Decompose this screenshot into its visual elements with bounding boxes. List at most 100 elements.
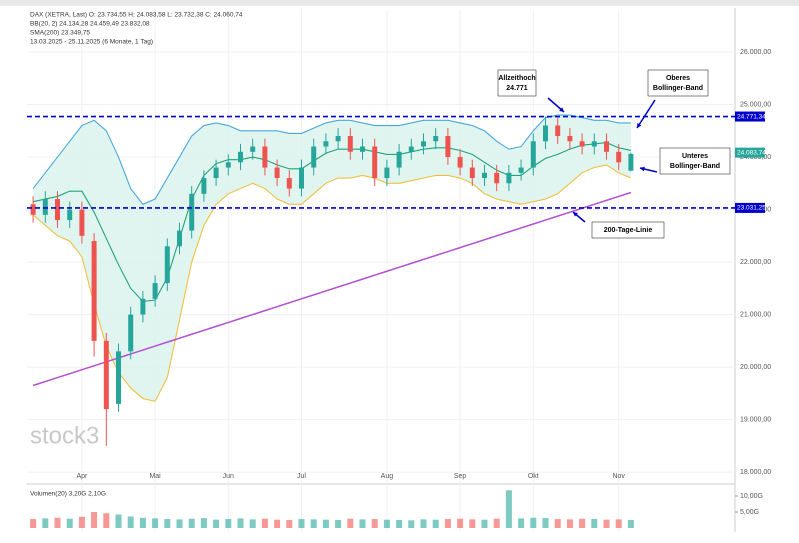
x-tick-label: Aug [381,473,394,480]
volume-bar [127,516,134,528]
volume-bar [383,519,390,528]
volume-bar [152,518,159,528]
volume-bar [591,519,598,528]
annotation-text: Oberes [666,75,690,82]
candle-body [30,204,36,215]
header-line: SMA(200) 23.349,75 [30,30,90,37]
x-tick-label: Sep [454,473,467,480]
volume-bar [103,513,110,528]
candle-body [116,351,121,404]
annotation-box [647,69,709,97]
y-tick-label: 19.000,00 [740,416,771,423]
candle-body [262,146,268,168]
volume-bar [530,517,537,528]
level-label-box [735,111,765,122]
candle-body [360,146,365,152]
candle-body [579,141,585,147]
level-label: 23.031,25 [737,205,766,212]
volume-bar [66,518,73,528]
x-tick-label: Jul [297,473,306,480]
x-tick-label: Okt [528,473,539,480]
candle-body [628,153,634,171]
arrow-head [637,123,642,128]
x-tick-label: Jun [223,473,234,480]
candle-body [591,141,597,147]
candle-body [372,146,378,179]
candle-body [567,136,573,142]
volume-title: Volumen(20) 3,20G 2,10G [30,491,106,498]
candle-body [335,136,341,142]
indicator-line [32,142,632,303]
volume-bar [432,519,439,528]
candle-body [201,178,207,194]
volume-bar [554,519,561,528]
x-tick-label: Apr [76,473,88,480]
volume-bar [225,519,232,528]
volume-bar [200,518,207,528]
annotation-box [497,69,537,97]
candle-body [506,172,512,184]
candle-body [225,162,231,168]
candle-body [299,167,304,189]
candle-body [152,283,158,299]
arrow-head [640,166,645,172]
volume-bar [359,519,366,528]
candle-body [530,141,536,168]
volume-bar [469,519,476,528]
watermark: stock3 [30,422,99,449]
volume-bar [298,519,305,528]
last-price-box [735,147,765,158]
volume-bar [493,518,500,528]
candle-body [103,340,109,410]
candle-body [457,157,463,168]
candle-body [91,241,97,341]
volume-bar [164,519,171,528]
volume-bar [408,520,415,528]
volume-bar [286,520,293,528]
annotation-text: Unteres [682,153,708,160]
indicator-line [32,191,632,387]
candle-body [494,172,500,184]
volume-bar [444,519,451,528]
volume-bar [505,490,512,528]
candle-body [189,193,195,231]
volume-bar [91,512,98,528]
annotation-box [659,147,731,175]
candle-body [323,141,329,147]
arrow-head [573,212,578,217]
level-label: 24.771,34 [737,113,766,120]
volume-bar [420,519,427,528]
candle-body [213,167,219,179]
volume-bar [188,518,195,528]
candle-body [286,178,292,189]
volume-bar [78,516,85,528]
volume-bar [42,518,49,528]
volume-bar [603,519,610,528]
candle-body [445,136,451,158]
volume-bar [335,520,342,528]
candle-body [384,167,390,179]
band-fill [33,115,631,402]
volume-bar [115,514,122,528]
volume-bar [322,519,329,528]
candle-body [604,141,609,152]
volume-bar [237,518,244,528]
volume-bar [261,518,268,528]
annotation-text: Bollinger-Band [653,85,703,92]
candle-body [164,246,170,284]
candle-body [177,230,182,247]
indicator-line [32,164,632,402]
last-price-label: 24.083,74 [737,149,766,156]
header-line: BB(20, 2) 24.134,28 24.459,49 23.832,08 [30,21,150,28]
volume-bar [274,519,281,528]
candle-body [469,167,475,179]
candle-body [421,141,426,147]
volume-bar [518,518,525,528]
annotation-text: 200-Tage-Linie [604,227,653,234]
volume-bar [542,518,549,528]
volume-bar [213,519,220,528]
candle-body [128,314,134,352]
volume-bar [579,518,586,528]
candle-body [482,172,487,179]
annotation-text: Allzeithoch [498,75,535,82]
